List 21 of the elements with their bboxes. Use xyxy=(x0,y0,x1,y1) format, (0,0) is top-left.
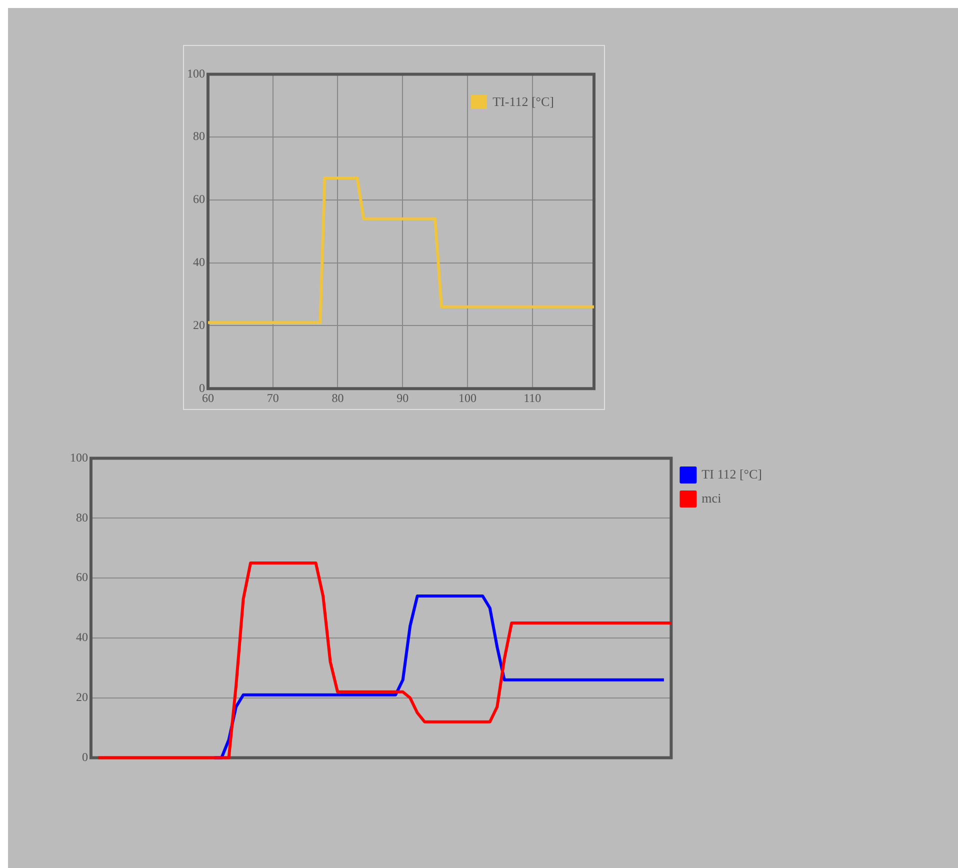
y-tick-label: 20 xyxy=(193,318,205,332)
legend-label: TI 112 [°C] xyxy=(702,466,762,482)
x-tick-label: 90 xyxy=(396,390,409,405)
y-tick-label: 80 xyxy=(193,129,205,144)
y-tick-label: 60 xyxy=(193,192,205,206)
y-tick-label: 100 xyxy=(187,66,205,80)
y-tick-label: 80 xyxy=(76,510,88,524)
x-tick-label: 100 xyxy=(458,390,476,405)
y-tick-label: 40 xyxy=(76,630,88,644)
x-tick-label: 110 xyxy=(524,390,542,405)
y-tick-label: 60 xyxy=(76,570,88,584)
y-tick-label: 0 xyxy=(199,380,205,395)
legend-label: mci xyxy=(702,490,722,506)
x-tick-label: 80 xyxy=(332,390,344,405)
y-tick-label: 40 xyxy=(193,254,205,269)
y-tick-label: 20 xyxy=(76,690,88,704)
x-tick-label: 70 xyxy=(266,390,279,405)
y-tick-label: 100 xyxy=(70,450,88,464)
x-tick-label: 60 xyxy=(202,390,214,405)
legend-label: TI-112 [°C] xyxy=(492,94,554,110)
y-tick-label: 0 xyxy=(82,750,88,764)
